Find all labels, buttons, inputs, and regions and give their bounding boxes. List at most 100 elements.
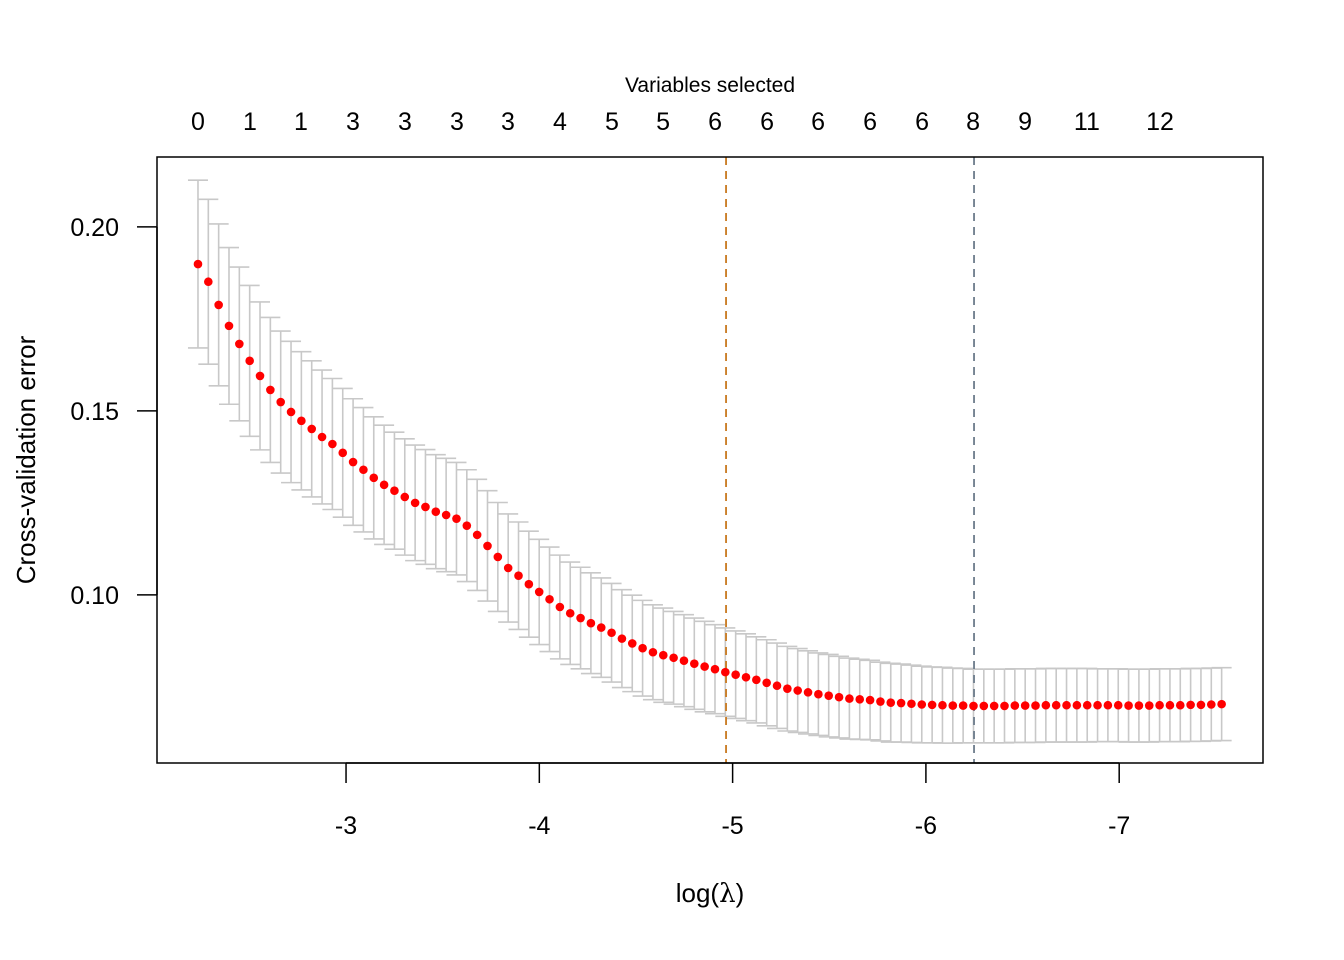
cv-point	[224, 321, 234, 331]
cv-point	[1093, 700, 1102, 710]
cv-point	[524, 579, 534, 589]
x-tick-label: -5	[721, 812, 743, 840]
y-tick-label: 0.20	[70, 214, 119, 242]
cv-point	[235, 339, 244, 349]
x-tick-label: -3	[335, 812, 357, 840]
cv-point	[679, 656, 689, 666]
cv-point	[462, 521, 472, 530]
cv-point	[452, 514, 461, 523]
cv-point	[534, 587, 544, 597]
cv-point	[814, 689, 823, 699]
cv-point	[845, 694, 854, 703]
cv-point	[555, 602, 565, 612]
cv-point	[576, 613, 585, 623]
cv-point	[669, 653, 678, 663]
cv-point	[1206, 700, 1216, 709]
cv-point	[783, 684, 792, 693]
reference-lines	[725, 157, 975, 763]
cv-point	[317, 432, 327, 442]
cv-point	[741, 672, 751, 682]
top-tick-label: 8	[966, 108, 980, 136]
cv-point	[1000, 701, 1009, 711]
top-tick-label: 3	[346, 108, 360, 136]
cv-point	[214, 300, 223, 310]
cv-point	[617, 634, 627, 643]
cv-point	[1062, 700, 1071, 710]
cv-point	[400, 492, 410, 502]
cv-point	[938, 700, 947, 710]
cv-point	[472, 530, 482, 540]
top-tick-label: 6	[863, 108, 877, 136]
error-bars	[187, 179, 1232, 744]
cv-point	[958, 701, 968, 710]
cv-point	[1134, 701, 1144, 710]
cv-point	[886, 698, 896, 707]
top-tick-label: 6	[760, 108, 774, 136]
top-tick-label: 4	[553, 108, 567, 136]
cv-point	[193, 259, 203, 269]
cv-point	[1113, 700, 1123, 710]
cv-point	[514, 571, 523, 581]
top-tick-label: 6	[915, 108, 929, 136]
x-axis-title: log(λ)	[676, 878, 745, 909]
cv-point	[307, 424, 317, 434]
cv-point	[1175, 700, 1185, 710]
cv-point	[700, 662, 709, 671]
cv-point	[824, 691, 834, 700]
cv-point	[979, 701, 989, 711]
cv-point	[1124, 701, 1133, 710]
cv-points	[193, 259, 1226, 711]
cv-point	[1072, 700, 1082, 710]
cv-point	[648, 647, 658, 657]
cv-point	[545, 594, 554, 604]
top-tick-label: 5	[656, 108, 670, 136]
cv-point	[359, 465, 368, 475]
y-axis-title: Cross-validation error	[11, 335, 41, 584]
cv-point	[245, 356, 254, 366]
cv-point	[752, 675, 761, 685]
cv-point	[1031, 701, 1040, 710]
top-tick-label: 0	[191, 108, 205, 136]
top-tick-label: 5	[605, 108, 619, 136]
cv-point	[772, 681, 782, 691]
cv-point	[503, 563, 513, 573]
cv-point	[1196, 700, 1206, 710]
cv-point	[969, 701, 978, 711]
cv-point	[1020, 701, 1030, 710]
cv-point	[1144, 701, 1154, 710]
y-tick-label: 0.10	[70, 582, 119, 610]
top-tick-label: 12	[1146, 108, 1174, 136]
cv-point	[689, 659, 699, 668]
cv-point	[596, 623, 606, 632]
cv-point	[638, 643, 647, 653]
cv-point	[1165, 700, 1175, 710]
cv-point	[431, 507, 441, 516]
cv-point	[255, 371, 265, 381]
cv-point	[286, 407, 296, 417]
x-tick-label: -4	[528, 812, 550, 840]
cv-point	[204, 277, 213, 287]
top-tick-label: 6	[708, 108, 722, 136]
cv-point	[907, 699, 916, 709]
cv-point	[1186, 700, 1195, 710]
top-tick-label: 1	[243, 108, 257, 136]
cv-point	[1010, 701, 1020, 710]
cv-point	[710, 664, 720, 674]
top-tick-label: 9	[1018, 108, 1032, 136]
cv-point	[834, 692, 844, 702]
cv-point	[586, 618, 596, 628]
cv-point	[793, 686, 802, 695]
y-axis: 0.10 0.15 0.20	[70, 214, 158, 610]
cv-point	[627, 639, 637, 648]
cv-point	[927, 700, 937, 710]
top-tick-label: 3	[398, 108, 412, 136]
cv-point	[989, 701, 999, 711]
cv-point	[865, 695, 875, 705]
top-tick-label: 11	[1074, 108, 1100, 136]
top-tick-label: 3	[450, 108, 464, 136]
top-tick-label: 1	[294, 108, 308, 136]
top-tick-label: 3	[501, 108, 515, 136]
cv-point	[762, 678, 771, 688]
cv-point	[803, 688, 813, 697]
